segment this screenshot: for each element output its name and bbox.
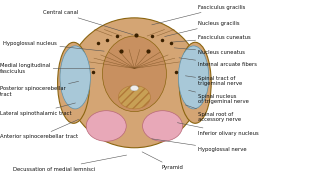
- Text: Inferior olivary nucleus: Inferior olivary nucleus: [177, 123, 259, 136]
- Text: Nucleus cuneatus: Nucleus cuneatus: [174, 48, 245, 55]
- Ellipse shape: [179, 46, 209, 109]
- Text: Lateral spinothalamic tract: Lateral spinothalamic tract: [0, 103, 76, 116]
- Ellipse shape: [143, 111, 182, 141]
- Text: Central canal: Central canal: [43, 10, 133, 35]
- Text: Nucleus gracilis: Nucleus gracilis: [164, 21, 240, 37]
- Ellipse shape: [58, 42, 90, 123]
- Ellipse shape: [86, 111, 126, 141]
- Text: Fasciculus gracilis: Fasciculus gracilis: [152, 5, 246, 25]
- Text: Pyramid: Pyramid: [142, 152, 183, 170]
- Text: Spinal root of
accessory nerve: Spinal root of accessory nerve: [185, 105, 242, 122]
- Text: Fasciculus cuneatus: Fasciculus cuneatus: [171, 35, 251, 42]
- Text: Posterior spinocerebellar
tract: Posterior spinocerebellar tract: [0, 81, 79, 97]
- Ellipse shape: [118, 86, 150, 109]
- Text: Hypoglossal nucleus: Hypoglossal nucleus: [3, 41, 104, 51]
- Text: Medial longitudinal
fasciculus: Medial longitudinal fasciculus: [0, 63, 95, 74]
- Text: Spinal tract of
trigeminal nerve: Spinal tract of trigeminal nerve: [185, 76, 243, 86]
- Ellipse shape: [60, 46, 90, 109]
- Ellipse shape: [67, 18, 202, 148]
- Text: Anterior spinocerebellar tract: Anterior spinocerebellar tract: [0, 119, 79, 139]
- Ellipse shape: [102, 36, 166, 112]
- Text: Decussation of medial lemnisci: Decussation of medial lemnisci: [13, 155, 127, 172]
- Ellipse shape: [179, 42, 211, 123]
- Text: Hypoglossal nerve: Hypoglossal nerve: [152, 139, 247, 152]
- Text: Internal arcuate fibers: Internal arcuate fibers: [179, 58, 257, 67]
- Text: Spinal nucleus
of trigeminal nerve: Spinal nucleus of trigeminal nerve: [188, 90, 249, 104]
- Ellipse shape: [131, 86, 139, 91]
